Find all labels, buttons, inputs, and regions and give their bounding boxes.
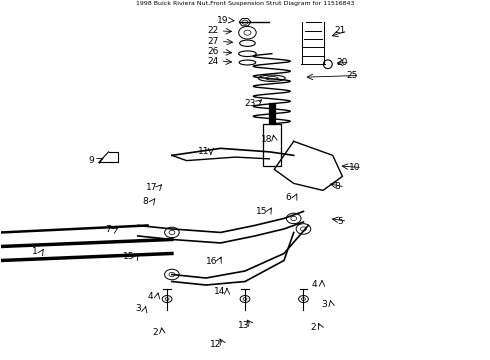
Text: 5: 5 [337, 217, 343, 226]
Text: 9: 9 [89, 156, 95, 165]
Text: 3: 3 [321, 300, 327, 309]
Text: 23: 23 [244, 99, 256, 108]
Text: 15: 15 [123, 252, 135, 261]
Text: 4: 4 [147, 292, 153, 301]
Bar [263, 124, 281, 166]
Text: 13: 13 [238, 321, 250, 330]
Text: 18: 18 [261, 135, 272, 144]
Text: 11: 11 [198, 147, 209, 156]
Text: 19: 19 [218, 16, 229, 25]
Text: 4: 4 [312, 280, 318, 289]
Text: 2: 2 [152, 328, 158, 337]
Text: 17: 17 [146, 183, 157, 192]
Text: 12: 12 [210, 340, 221, 349]
Text: 16: 16 [206, 257, 218, 266]
Text: 26: 26 [208, 48, 219, 57]
Text: 7: 7 [105, 225, 110, 234]
Text: 8: 8 [335, 183, 341, 192]
Text: 8: 8 [142, 198, 148, 207]
Bar [269, 103, 275, 124]
Title: 1998 Buick Riviera Nut,Front Suspension Strut Diagram for 11516843: 1998 Buick Riviera Nut,Front Suspension … [136, 1, 354, 6]
Text: 20: 20 [337, 58, 348, 67]
Text: 25: 25 [346, 71, 358, 80]
Text: 22: 22 [208, 26, 219, 35]
Text: 14: 14 [214, 287, 225, 296]
Text: 21: 21 [334, 26, 346, 35]
Text: 27: 27 [208, 37, 219, 46]
Text: 15: 15 [256, 207, 268, 216]
Text: 1: 1 [32, 247, 37, 256]
Text: 10: 10 [349, 163, 360, 172]
Text: 2: 2 [310, 323, 316, 332]
Text: 6: 6 [285, 193, 291, 202]
Text: 24: 24 [208, 57, 219, 66]
Text: 3: 3 [135, 304, 141, 313]
